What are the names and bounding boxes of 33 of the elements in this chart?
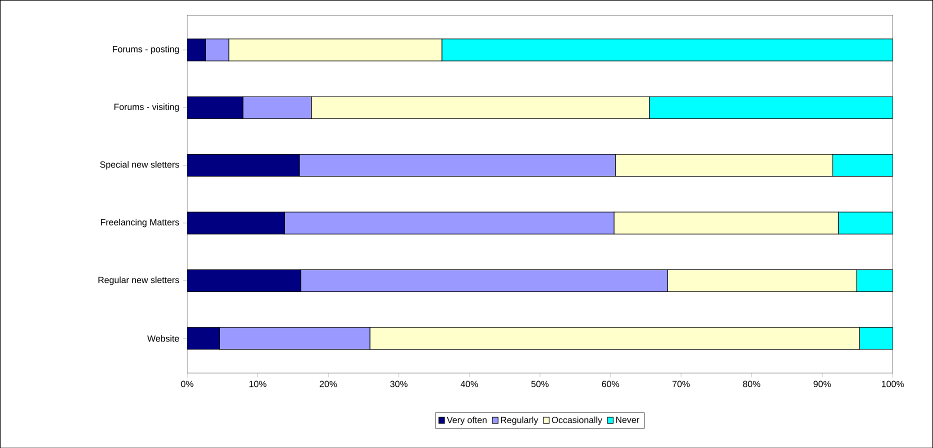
x-tick-label: 80%	[743, 380, 760, 388]
bar	[856, 269, 893, 292]
bar	[187, 326, 220, 350]
bar	[187, 38, 206, 62]
legend-label: Very often	[446, 416, 487, 425]
x-tick-label: 100%	[882, 380, 904, 388]
x-tick-label: 40%	[460, 380, 478, 388]
y-tick-label: Regular new sletters	[98, 276, 180, 285]
x-tick-label: 50%	[531, 380, 549, 388]
bar	[649, 96, 893, 119]
legend-label: Occasionally	[552, 416, 602, 425]
y-tick-label: Special new sletters	[100, 160, 180, 170]
legend-label: Never	[616, 416, 640, 423]
bar	[832, 154, 893, 176]
y-tick-label: Freelancing Matters	[100, 218, 180, 228]
y-tick-label: Website	[147, 334, 180, 342]
bar	[838, 212, 893, 234]
x-tick-label: 90%	[814, 380, 831, 388]
bar	[187, 154, 300, 176]
bar	[187, 269, 302, 292]
y-tick-label: Forums - visiting	[114, 103, 179, 112]
x-tick-label: 60%	[602, 380, 620, 388]
bar	[187, 212, 285, 234]
y-tick-label: Forums - posting	[112, 46, 179, 54]
x-tick-label: 20%	[320, 380, 337, 388]
x-tick-label: 0%	[181, 380, 194, 388]
bar	[442, 38, 893, 62]
bar	[187, 96, 244, 119]
x-tick-label: 30%	[390, 380, 408, 388]
x-tick-label: 70%	[672, 380, 690, 388]
legend-label: Regularly	[501, 416, 538, 425]
x-tick-label: 10%	[249, 380, 266, 388]
bar	[859, 326, 893, 350]
